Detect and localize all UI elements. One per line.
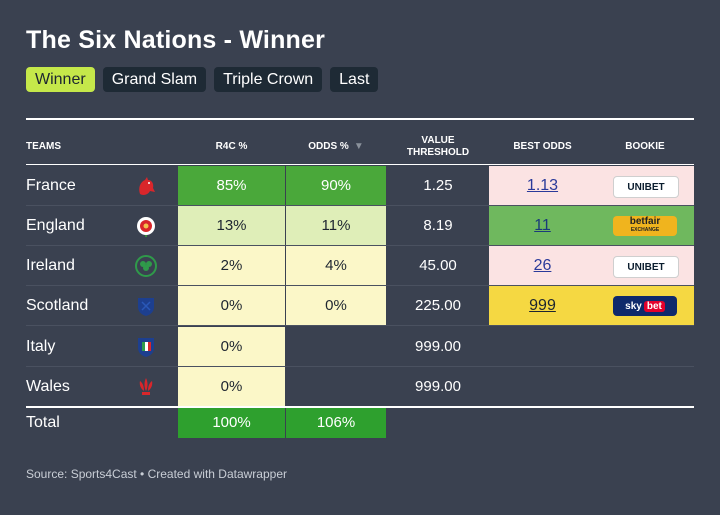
- r4c-wales: 0%: [178, 367, 285, 406]
- unibet-logo[interactable]: UNIBET: [613, 176, 679, 198]
- unibet-logo-text: UNIBET: [627, 261, 665, 273]
- row-divider: [26, 366, 694, 367]
- best-odds-link-france[interactable]: 1.13: [526, 177, 559, 194]
- skybet-logo[interactable]: sky bet: [613, 296, 677, 316]
- header-odds-label: ODDS %: [308, 141, 349, 152]
- table-top-rule: [26, 118, 694, 120]
- best-odds-england-cell: 11: [489, 206, 596, 245]
- header-threshold-label: THRESHOLD: [406, 147, 470, 158]
- scotland-thistle-icon: [134, 294, 158, 318]
- value-scotland: 225.00: [415, 297, 461, 314]
- header-teams-label: TEAMS: [26, 141, 61, 152]
- best-odds-link-england[interactable]: 11: [534, 217, 551, 234]
- header-best-odds-label: BEST ODDS: [513, 141, 572, 152]
- odds-scotland: 0%: [286, 286, 386, 325]
- skybet-logo-bet: bet: [643, 300, 665, 312]
- header-odds[interactable]: ODDS % ▼: [286, 130, 386, 164]
- r4c-ireland: 2%: [178, 246, 285, 285]
- value-france: 1.25: [423, 177, 453, 194]
- header-bookie-label: BOOKIE: [625, 141, 665, 152]
- odds-france: 90%: [286, 166, 386, 205]
- page-title: The Six Nations - Winner: [26, 26, 326, 54]
- best-odds-scotland-cell: 999: [489, 286, 596, 325]
- row-divider: [26, 325, 694, 326]
- header-teams[interactable]: TEAMS: [26, 130, 146, 164]
- wales-feathers-icon: [134, 375, 158, 399]
- team-name-scotland: Scotland: [26, 297, 89, 314]
- row-divider: [26, 285, 694, 286]
- team-name-france: France: [26, 177, 76, 194]
- england-rose-icon: [134, 214, 158, 238]
- tab-bar: Winner Grand Slam Triple Crown Last: [26, 67, 379, 92]
- r4c-france: 85%: [178, 166, 285, 205]
- tab-grand-slam[interactable]: Grand Slam: [102, 67, 207, 92]
- betfair-logo-text: betfair: [629, 216, 661, 227]
- tab-last[interactable]: Last: [330, 67, 379, 92]
- value-italy: 999.00: [415, 338, 461, 355]
- header-rule: [26, 164, 694, 165]
- total-label: Total: [26, 414, 60, 431]
- best-odds-france-cell: 1.13: [489, 166, 596, 205]
- value-wales: 999.00: [415, 378, 461, 395]
- ireland-shamrock-icon: [134, 254, 158, 278]
- team-name-england: England: [26, 217, 85, 234]
- tab-winner[interactable]: Winner: [26, 67, 95, 92]
- row-divider: [26, 245, 694, 246]
- total-odds: 106%: [286, 408, 386, 438]
- value-ireland: 45.00: [419, 257, 457, 274]
- france-rooster-icon: [134, 174, 158, 198]
- value-england: 8.19: [423, 217, 453, 234]
- unibet-logo[interactable]: UNIBET: [613, 256, 679, 278]
- best-odds-ireland-cell: 26: [489, 246, 596, 285]
- odds-england: 11%: [286, 206, 386, 245]
- source-note: Source: Sports4Cast • Created with Dataw…: [26, 467, 287, 481]
- r4c-scotland: 0%: [178, 286, 285, 325]
- header-best-odds[interactable]: BEST ODDS: [489, 130, 596, 164]
- odds-ireland: 4%: [286, 246, 386, 285]
- total-rule: [26, 406, 694, 408]
- unibet-logo-text: UNIBET: [627, 181, 665, 193]
- team-name-ireland: Ireland: [26, 257, 75, 274]
- sort-desc-icon[interactable]: ▼: [353, 141, 364, 152]
- skybet-logo-sky: sky: [625, 300, 642, 312]
- header-r4c[interactable]: R4C %: [178, 130, 285, 164]
- header-value-label: VALUE: [421, 135, 455, 146]
- best-odds-link-scotland[interactable]: 999: [529, 297, 556, 314]
- row-divider: [26, 205, 694, 206]
- total-r4c: 100%: [178, 408, 285, 438]
- best-odds-link-ireland[interactable]: 26: [533, 257, 552, 274]
- betfair-logo[interactable]: betfair EXCHANGE: [613, 216, 677, 236]
- team-name-italy: Italy: [26, 338, 56, 355]
- r4c-england: 13%: [178, 206, 285, 245]
- r4c-italy: 0%: [178, 327, 285, 366]
- team-name-wales: Wales: [26, 378, 70, 395]
- header-value-threshold[interactable]: VALUE THRESHOLD: [387, 130, 489, 164]
- header-bookie[interactable]: BOOKIE: [596, 130, 694, 164]
- betfair-logo-subtext: EXCHANGE: [630, 227, 660, 233]
- tab-triple-crown[interactable]: Triple Crown: [214, 67, 323, 92]
- italy-shield-icon: [134, 335, 158, 359]
- header-r4c-label: R4C %: [215, 141, 248, 152]
